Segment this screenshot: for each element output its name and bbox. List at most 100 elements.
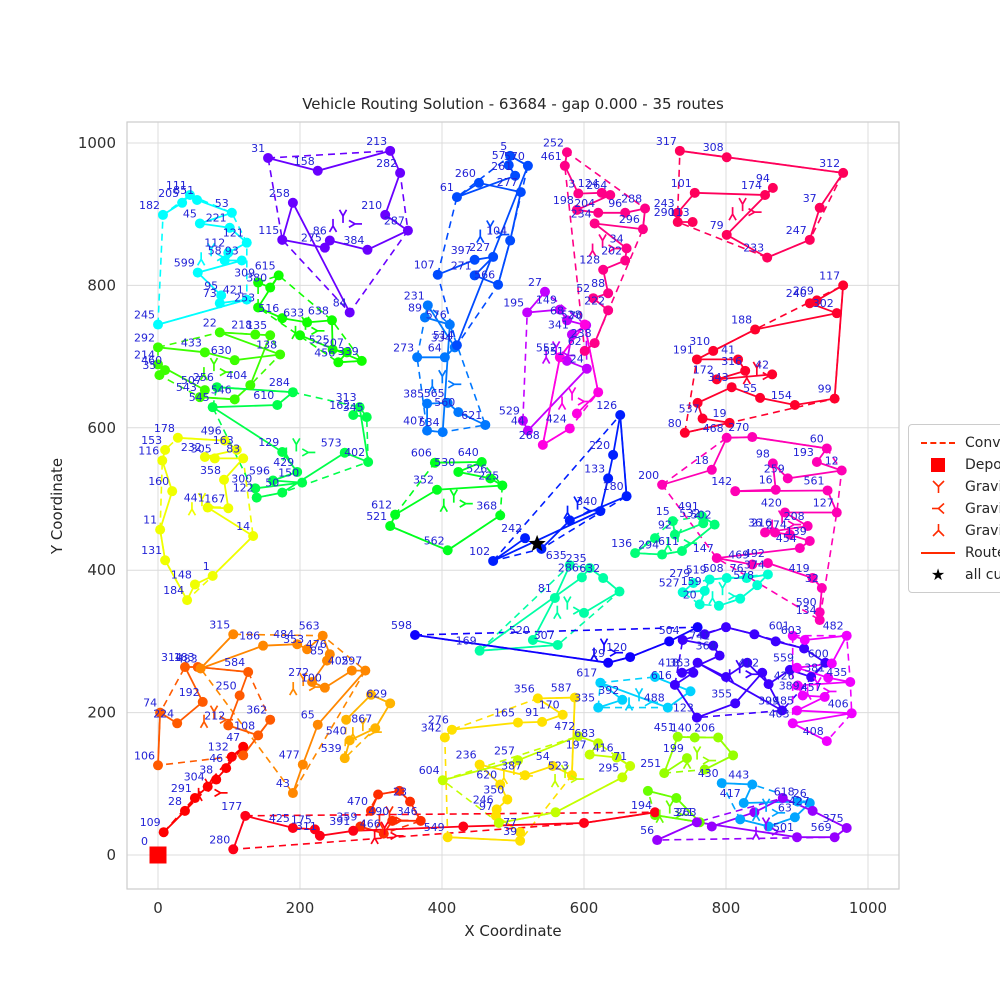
node-label: 102 — [469, 545, 490, 558]
gravity-center-marker — [588, 250, 594, 258]
node-label: 178 — [154, 422, 175, 435]
node-label: 84 — [333, 297, 347, 310]
node-label: 93 — [225, 245, 239, 258]
gravity-center-marker — [213, 357, 219, 365]
customer-node — [277, 487, 288, 498]
customer-node — [617, 772, 628, 783]
gravity-center-marker — [745, 673, 753, 679]
gravity-center-marker — [560, 764, 566, 772]
gravity-center-marker — [583, 506, 590, 512]
node-label: 523 — [548, 759, 569, 772]
customer-node — [799, 634, 810, 645]
gravity-center-marker — [682, 762, 688, 770]
node-label: 214 — [134, 348, 155, 361]
customer-node — [838, 167, 849, 178]
node-label: 356 — [514, 682, 535, 695]
node-label: 490 — [368, 805, 389, 818]
customer-node — [811, 456, 822, 467]
gravity-center-marker — [206, 242, 212, 250]
gravity-center-marker — [561, 354, 569, 360]
gravity-center-marker — [755, 833, 761, 841]
legend-label: Conve — [965, 434, 1000, 451]
customer-node — [738, 798, 749, 809]
customer-node — [474, 645, 485, 656]
customer-node — [726, 382, 737, 393]
node-label: 313 — [336, 391, 357, 404]
gravity-center-marker — [459, 502, 467, 508]
customer-node — [297, 477, 308, 488]
customer-node — [571, 204, 582, 215]
y-tick-label: 400 — [87, 561, 116, 579]
gravity-center-marker — [566, 596, 572, 604]
node-label: 192 — [179, 686, 200, 699]
gravity-center-marker — [742, 377, 748, 385]
customer-node — [223, 503, 234, 514]
node-label: 43 — [276, 777, 290, 790]
customer-node — [319, 682, 330, 693]
customer-node — [287, 822, 298, 833]
node-label: 277 — [497, 176, 518, 189]
gravity-center-marker — [644, 698, 652, 704]
node-label: 65 — [301, 709, 315, 722]
customer-node — [317, 630, 328, 641]
node-label: 600 — [808, 648, 829, 661]
node-label: 578 — [733, 569, 754, 582]
node-label: 153 — [141, 434, 162, 447]
customer-node — [688, 667, 699, 678]
customer-node — [699, 629, 710, 640]
customer-node — [287, 788, 298, 799]
gravity-center-marker — [550, 780, 556, 788]
gravity-center-marker — [301, 316, 307, 324]
customer-node — [640, 203, 651, 214]
node-label: 312 — [819, 157, 840, 170]
gravity-center-marker — [751, 814, 757, 822]
customer-node — [348, 409, 359, 420]
customer-node — [728, 750, 739, 761]
customer-node — [226, 751, 237, 762]
legend-item-convex-hull: Conve — [921, 434, 1000, 451]
node-label: 406 — [828, 697, 849, 710]
gravity-center-marker — [209, 357, 215, 365]
customer-node — [692, 657, 703, 668]
node-label: 417 — [720, 787, 741, 800]
node-label: 107 — [414, 259, 435, 272]
gravity-center-marker — [443, 505, 449, 513]
customer-node — [841, 822, 852, 833]
node-label: 23 — [393, 786, 407, 799]
gravity-center-marker — [390, 835, 398, 841]
gravity-center-marker — [292, 688, 298, 696]
node-label: 31 — [251, 142, 265, 155]
gravity-center-marker — [216, 253, 224, 259]
node-label: 39 — [503, 825, 517, 838]
gravity-center-marker — [767, 526, 773, 534]
node-label: 1 — [203, 560, 210, 573]
node-label: 123 — [673, 702, 694, 715]
node-label: 100 — [301, 672, 322, 685]
node-label: 412 — [738, 657, 759, 670]
node-label: 26 — [793, 787, 807, 800]
node-label: 485 — [773, 695, 794, 708]
node-label: 741 — [689, 630, 710, 643]
customer-node — [324, 235, 335, 246]
customer-node — [826, 658, 837, 669]
customer-node — [650, 672, 660, 682]
customer-node — [755, 392, 766, 403]
legend-label: Route — [965, 544, 1000, 561]
gravity-center-marker — [771, 526, 777, 534]
gravity-center-marker — [431, 385, 437, 393]
gravity-center-marker — [556, 612, 562, 620]
customer-node — [762, 252, 773, 263]
customer-node — [676, 545, 687, 556]
depot-marker — [149, 846, 167, 864]
gravity-center-marker — [751, 833, 757, 841]
node-label: 12 — [825, 455, 839, 468]
node-label: 210 — [361, 199, 382, 212]
gravity-center-marker — [495, 230, 503, 236]
customer-node — [339, 753, 350, 764]
node-label: 341 — [548, 319, 569, 332]
node-label: 269 — [793, 284, 814, 297]
node-label: 252 — [543, 136, 564, 149]
customer-node — [711, 553, 722, 564]
customer-node — [517, 415, 528, 426]
node-label: 222 — [584, 294, 605, 307]
